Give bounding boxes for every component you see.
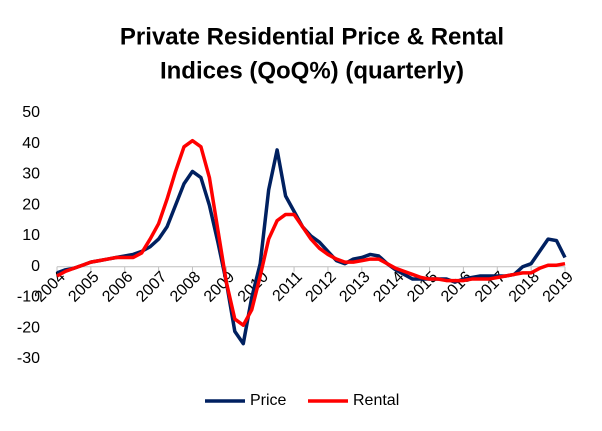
series-line <box>56 138 566 327</box>
y-tick-label: 10 <box>22 227 40 244</box>
chart-title: Private Residential Price & Rental <box>120 23 504 50</box>
y-tick-label: 0 <box>31 258 40 275</box>
x-tick-label: 2007 <box>133 268 170 305</box>
x-tick-label: 2017 <box>472 268 509 305</box>
x-tick-label: 2011 <box>270 268 306 304</box>
x-tick-label: 2013 <box>336 268 373 305</box>
y-tick-label: 30 <box>22 166 40 183</box>
y-tick-label: 50 <box>22 104 40 121</box>
y-tick-label: -30 <box>17 350 40 367</box>
legend-label: Rental <box>353 392 399 409</box>
x-tick-label: 2005 <box>65 268 102 305</box>
y-tick-label: -10 <box>17 289 40 306</box>
x-tick-label: 2009 <box>201 268 238 305</box>
x-tick-label: 2016 <box>438 268 475 305</box>
legend-label: Price <box>250 392 287 409</box>
x-tick-label: 2008 <box>167 268 204 305</box>
y-tick-label: -20 <box>17 319 40 336</box>
series-line <box>56 148 567 346</box>
y-tick-label: 40 <box>22 135 40 152</box>
chart-title: Indices (QoQ%) (quarterly) <box>160 57 464 84</box>
x-tick-label: 2019 <box>540 268 577 305</box>
x-tick-label: 2006 <box>99 268 136 305</box>
x-tick-label: 2012 <box>303 268 340 305</box>
y-tick-label: 20 <box>22 196 40 213</box>
